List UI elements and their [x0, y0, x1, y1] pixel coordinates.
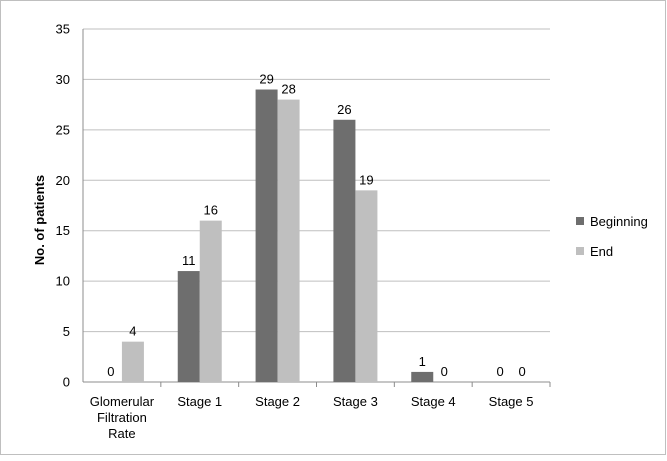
y-tick-label: 15 — [56, 223, 70, 238]
y-tick-label: 5 — [63, 324, 70, 339]
bar-end-3 — [355, 190, 378, 382]
data-label-beginning-1: 11 — [182, 253, 196, 268]
bar-end-1 — [199, 220, 222, 382]
x-tick-label: Stage 5 — [489, 394, 534, 409]
data-label-end-0: 4 — [129, 324, 136, 339]
legend-label-end: End — [590, 244, 613, 259]
data-label-end-5: 0 — [518, 364, 525, 379]
legend: Beginning End — [576, 214, 648, 259]
y-tick-label: 30 — [56, 72, 70, 87]
y-tick-label: 0 — [63, 375, 70, 390]
bar-beginning-4 — [411, 371, 434, 382]
gridlines — [83, 28, 550, 333]
x-tick-label: Stage 1 — [177, 394, 222, 409]
data-label-end-1: 16 — [204, 203, 218, 218]
x-tick-label: Stage 4 — [411, 394, 456, 409]
data-label-end-4: 0 — [441, 364, 448, 379]
bar-beginning-3 — [333, 119, 356, 383]
legend-item-beginning: Beginning — [576, 214, 648, 229]
data-label-beginning-4: 1 — [419, 354, 426, 369]
data-label-beginning-5: 0 — [496, 364, 503, 379]
data-label-beginning-0: 0 — [107, 364, 114, 379]
y-axis-title: No. of patients — [32, 175, 47, 265]
y-tick-label: 10 — [56, 274, 70, 289]
axes — [82, 29, 551, 387]
x-tick-label: Glomerular Filtration Rate — [90, 394, 155, 441]
y-tick-label: 20 — [56, 173, 70, 188]
bar-end-2 — [277, 99, 300, 382]
data-label-end-3: 19 — [359, 172, 373, 187]
data-label-end-2: 28 — [281, 82, 295, 97]
data-label-beginning-2: 29 — [259, 72, 273, 87]
legend-label-beginning: Beginning — [590, 214, 648, 229]
legend-swatch-end — [576, 247, 584, 255]
bar-beginning-1 — [177, 271, 200, 382]
bar-beginning-2 — [255, 89, 278, 382]
bar-end-0 — [121, 341, 144, 382]
x-tick-label: Stage 3 — [333, 394, 378, 409]
x-tick-label: Stage 2 — [255, 394, 300, 409]
legend-swatch-beginning — [576, 217, 584, 225]
bars — [121, 89, 434, 383]
legend-item-end: End — [576, 244, 613, 259]
y-tick-label: 25 — [56, 122, 70, 137]
y-tick-label: 35 — [56, 22, 70, 37]
data-label-beginning-3: 26 — [337, 102, 351, 117]
